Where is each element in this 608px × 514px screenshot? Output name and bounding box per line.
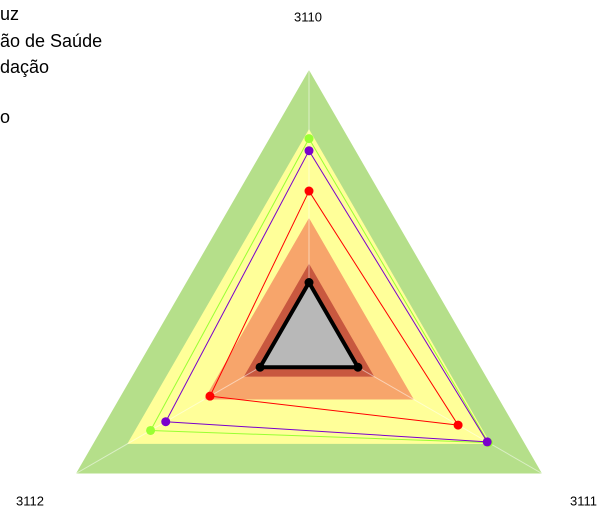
- series-point: [453, 420, 463, 430]
- series-point: [146, 425, 156, 435]
- series-point: [205, 391, 215, 401]
- legend-label: uz: [0, 4, 19, 24]
- legend-label: ão de Saúde: [0, 31, 102, 51]
- series-point: [304, 186, 314, 196]
- legend-label: o: [0, 107, 10, 127]
- series-point: [304, 134, 314, 144]
- axis-label: 3111: [570, 493, 597, 508]
- series-point: [161, 417, 171, 427]
- series-line: [209, 190, 459, 426]
- series-point: [482, 437, 492, 447]
- axis-label: 3110: [294, 9, 322, 24]
- axis-label: 3112: [16, 493, 44, 508]
- series-line: [258, 280, 360, 370]
- series-line: [165, 150, 488, 443]
- series-point: [304, 146, 314, 156]
- series-point: [353, 362, 363, 372]
- series-point: [304, 278, 314, 288]
- series-line: [150, 138, 489, 444]
- legend-label: dação: [0, 57, 49, 77]
- series-point: [255, 362, 265, 372]
